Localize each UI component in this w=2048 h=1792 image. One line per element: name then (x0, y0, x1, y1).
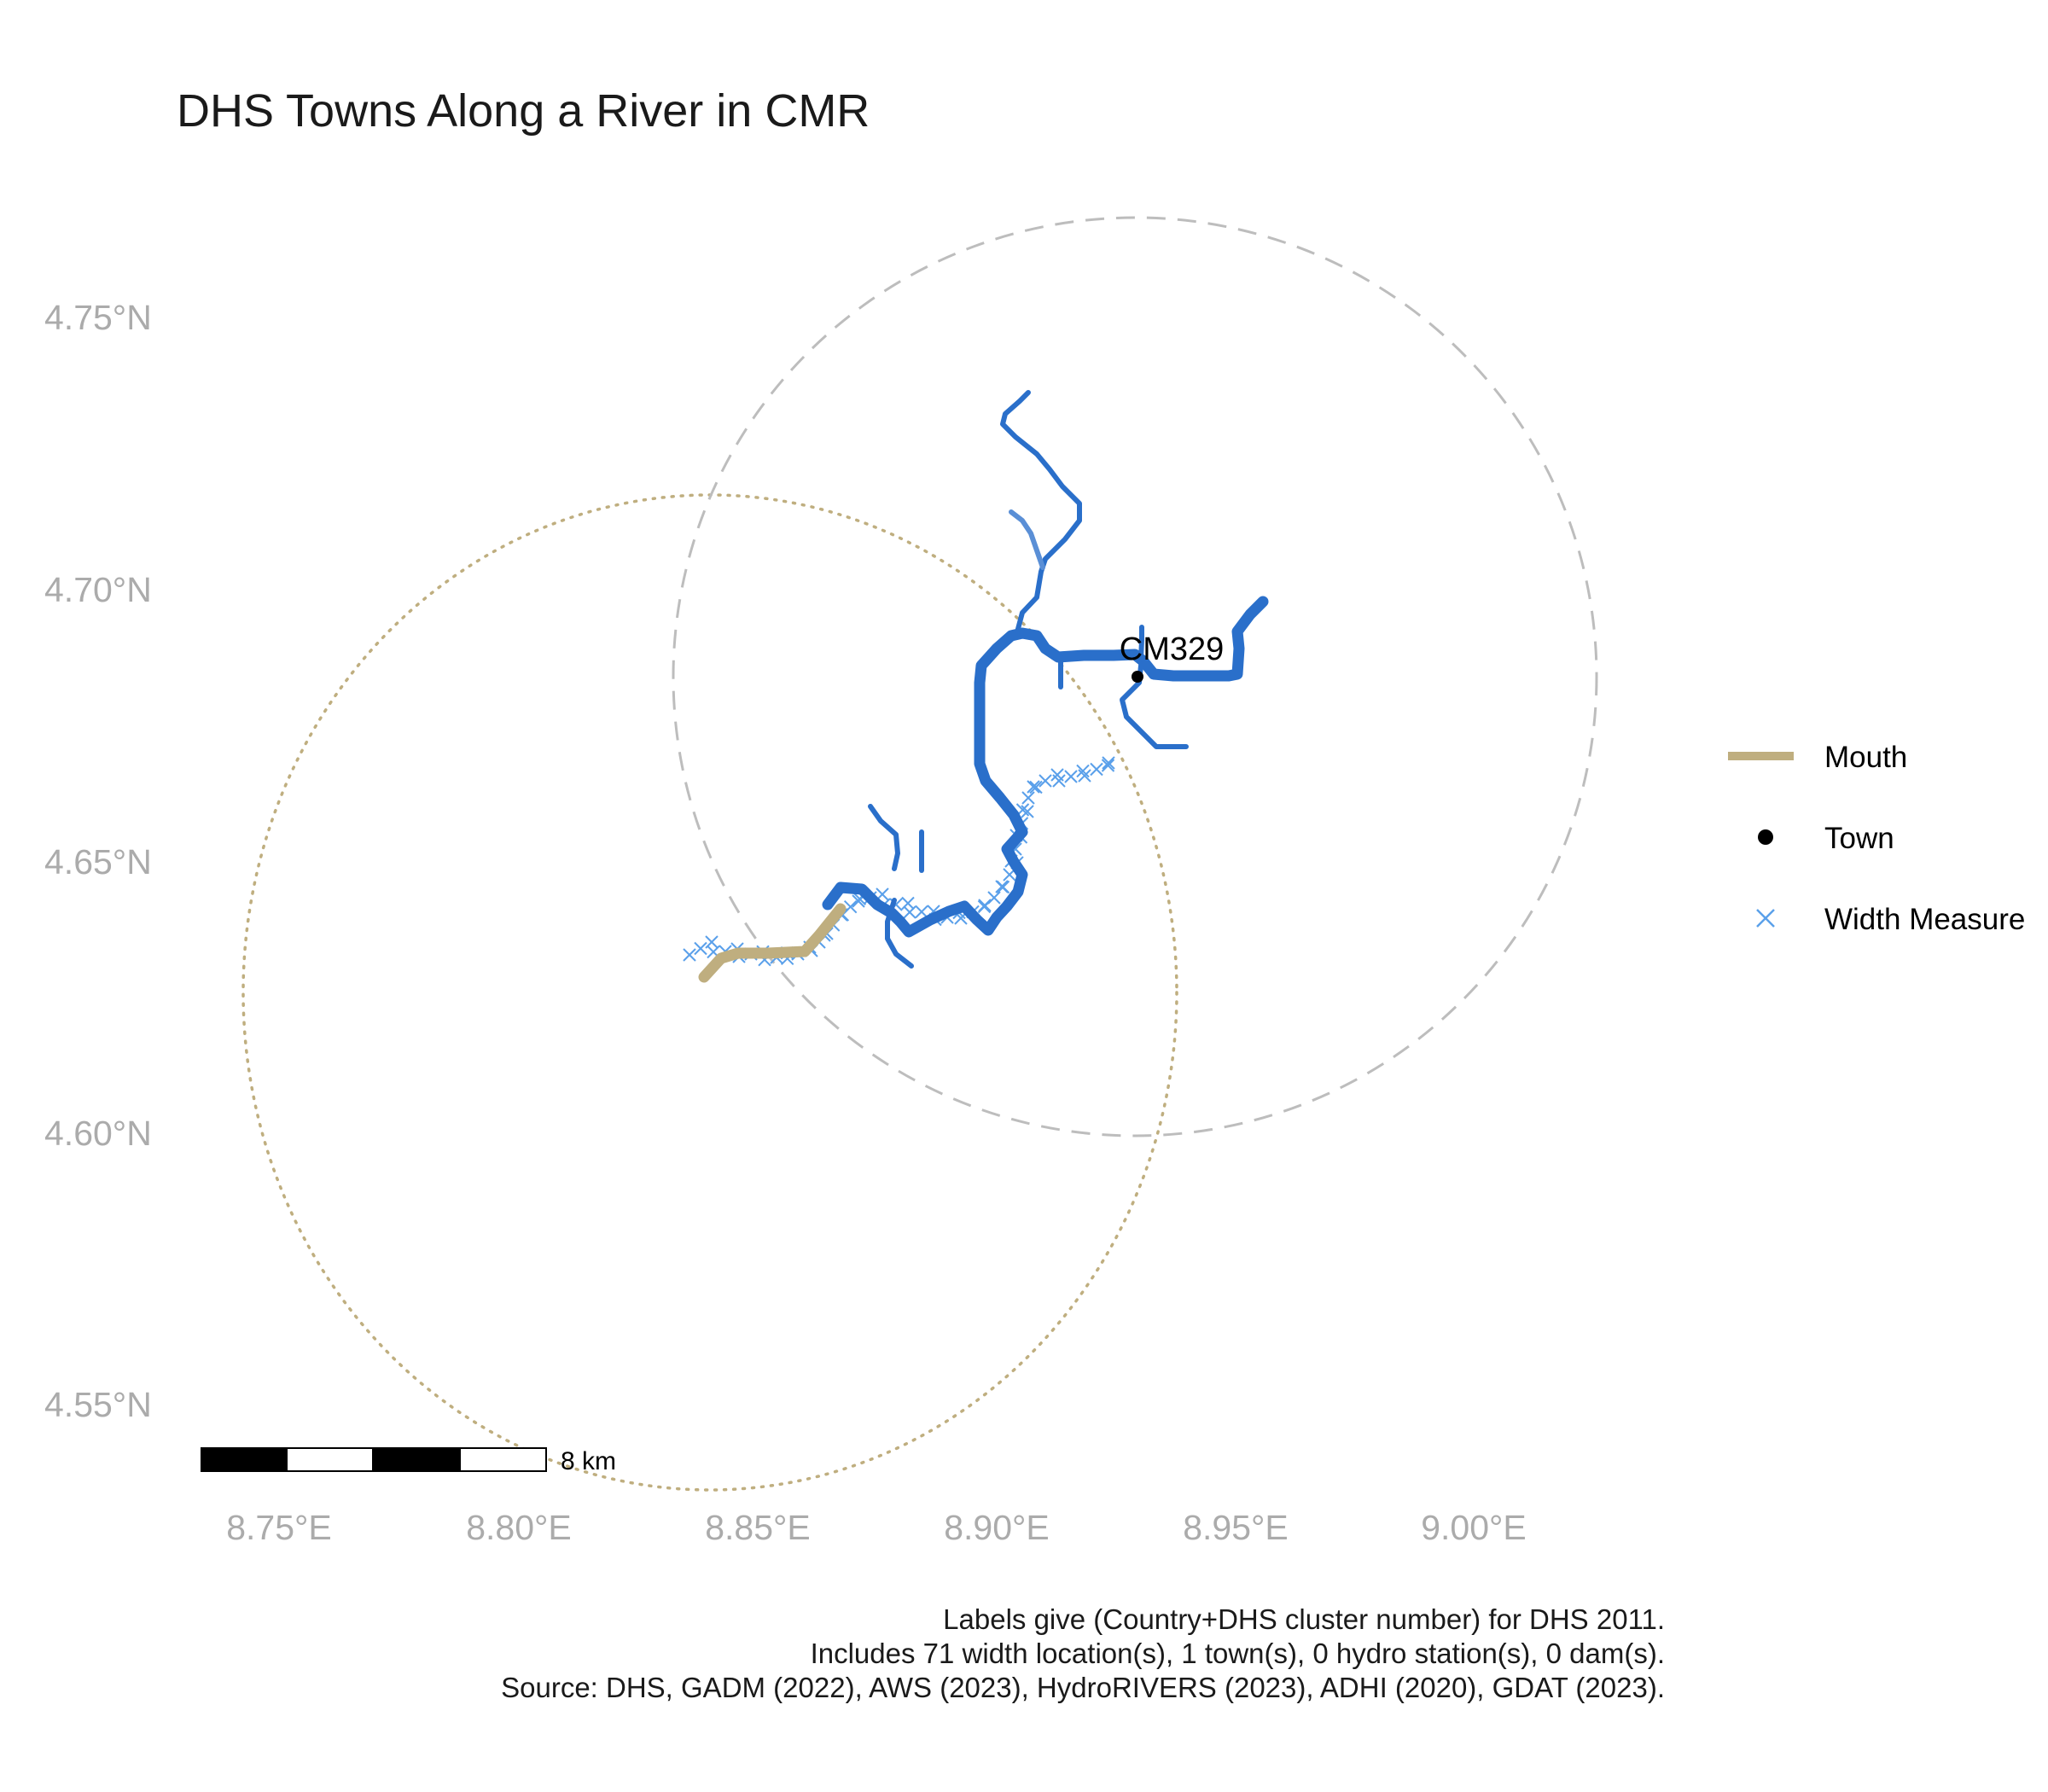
x-tick-label: 8.90°E (944, 1508, 1050, 1547)
x-tick-label: 9.00°E (1421, 1508, 1527, 1547)
width-measure-marker (1078, 769, 1091, 783)
width-measure-marker (1052, 774, 1066, 788)
width-measure-marker (1090, 762, 1103, 777)
width-measure-marker (1076, 764, 1090, 778)
x-tick-label: 8.95°E (1183, 1508, 1289, 1547)
dashed-buffer-circle (672, 216, 1598, 1137)
width-measure-marker (683, 948, 696, 962)
width-measure-marker (987, 891, 1001, 905)
scale-bar: 8 km (201, 1447, 616, 1475)
width-measure-marker (1101, 759, 1115, 772)
town-marker[interactable] (1132, 671, 1143, 683)
legend-key-width-measure (1756, 909, 1775, 928)
y-tick-label: 4.65°N (44, 842, 152, 881)
width-measure-marker (1039, 774, 1052, 788)
width-measure-markers (683, 756, 1115, 967)
y-axis-labels: 4.75°N 4.70°N 4.65°N 4.60°N 4.55°N (44, 298, 152, 1424)
y-tick-label: 4.60°N (44, 1114, 152, 1153)
river-mouth-segment (698, 903, 847, 983)
width-measure-marker (1029, 780, 1043, 794)
scale-bar-segment (372, 1447, 461, 1472)
river-tributary-west-3 (885, 898, 914, 969)
width-measure-marker (1021, 805, 1034, 818)
x-tick-label: 8.75°E (226, 1508, 332, 1547)
x-tick-label: 8.80°E (466, 1508, 572, 1547)
scale-bar-segment (459, 1447, 547, 1472)
legend-label-mouth: Mouth (1824, 741, 1907, 774)
y-tick-label: 4.55°N (44, 1385, 152, 1424)
river-tributary-west-1 (868, 804, 900, 871)
river-main-stem (822, 596, 1269, 938)
scale-bar-label: 8 km (561, 1447, 616, 1475)
caption-line: Includes 71 width location(s), 1 town(s)… (811, 1638, 1665, 1669)
width-measure-marker (995, 880, 1009, 893)
y-tick-label: 4.70°N (44, 570, 152, 609)
river-tributary-north-branch (1009, 509, 1045, 570)
caption-line: Source: DHS, GADM (2022), AWS (2023), Hy… (501, 1672, 1665, 1703)
y-tick-label: 4.75°N (44, 298, 152, 337)
width-measure-marker (1027, 780, 1040, 794)
legend: Mouth Town Width Measure (1728, 741, 2025, 936)
legend-label-town: Town (1824, 822, 1894, 855)
x-tick-label: 8.85°E (705, 1508, 811, 1547)
legend-key-town (1758, 829, 1773, 845)
caption: Labels give (Country+DHS cluster number)… (501, 1603, 1665, 1703)
width-measure-marker (694, 941, 707, 956)
width-measure-marker (903, 905, 916, 919)
river-tributary-east-3 (1138, 625, 1144, 662)
map-title: DHS Towns Along a River in CMR (177, 85, 870, 137)
river-tributary-north (1000, 390, 1082, 631)
width-measure-marker (1021, 791, 1035, 805)
scale-bar-segment (201, 1447, 288, 1472)
town-label: CM329 (1120, 631, 1225, 667)
legend-label-width-measure: Width Measure (1824, 903, 2025, 936)
width-measure-marker (1064, 770, 1078, 783)
caption-line: Labels give (Country+DHS cluster number)… (943, 1603, 1665, 1635)
scale-bar-segment (286, 1447, 374, 1472)
width-measure-marker (1102, 756, 1115, 770)
width-measure-marker (915, 905, 928, 919)
river-tributary-east-2 (1120, 663, 1189, 749)
river-network (698, 390, 1269, 983)
x-axis-labels: 8.75°E 8.80°E 8.85°E 8.90°E 8.95°E 9.00°… (226, 1508, 1527, 1547)
